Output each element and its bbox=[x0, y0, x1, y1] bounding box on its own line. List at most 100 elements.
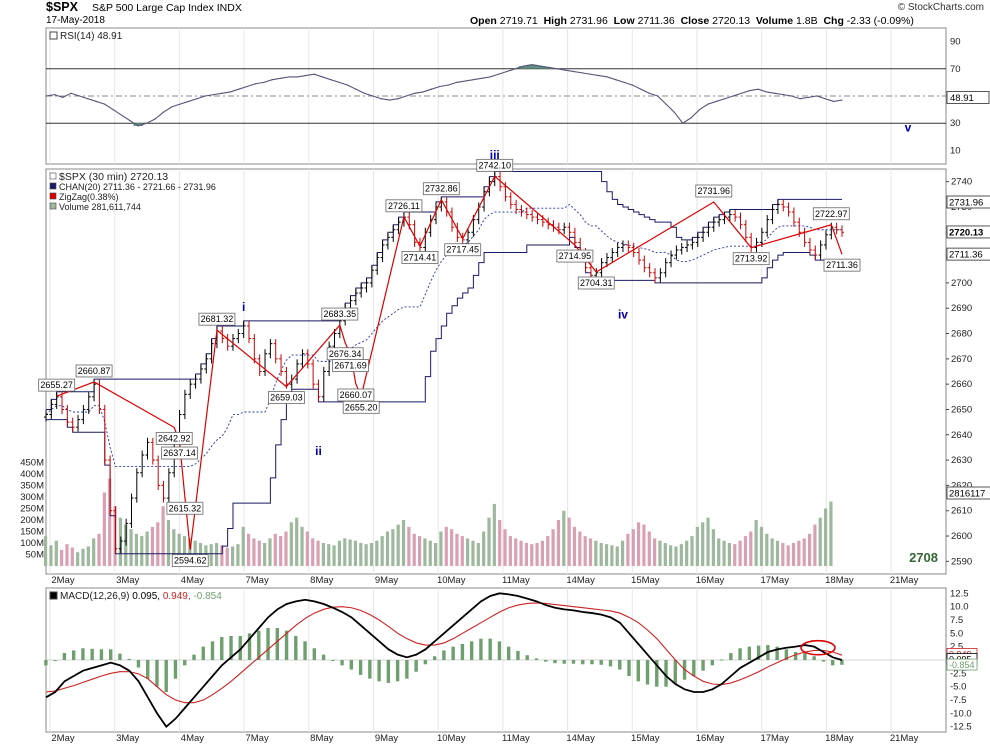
volume-bar bbox=[316, 540, 320, 566]
x-tick-label: 2May bbox=[51, 575, 74, 586]
macd-histogram-bar bbox=[451, 646, 455, 660]
macd-histogram-bar bbox=[164, 660, 168, 692]
price-label: 2731.96 bbox=[698, 186, 731, 196]
macd-y-tick-label: 2.5 bbox=[950, 642, 963, 653]
volume-bar bbox=[524, 543, 529, 566]
macd-histogram-bar bbox=[756, 645, 761, 660]
rsi-point bbox=[397, 98, 399, 100]
volume-bar bbox=[353, 540, 358, 566]
volume-bar bbox=[321, 543, 325, 566]
macd-histogram-bar bbox=[183, 660, 187, 666]
volume-bar bbox=[604, 544, 609, 566]
macd-histogram-bar bbox=[784, 649, 789, 660]
volume-bar bbox=[263, 543, 267, 566]
volume-bar bbox=[546, 536, 550, 566]
rsi-point bbox=[263, 81, 265, 83]
macd-histogram-bar bbox=[62, 653, 67, 660]
volume-bar bbox=[423, 538, 427, 566]
volume-bar bbox=[647, 531, 651, 566]
volume-y-tick-label: 450M bbox=[20, 458, 44, 469]
price-value-badge: 2731.96 bbox=[949, 198, 983, 209]
volume-bar bbox=[482, 531, 486, 566]
macd-histogram-bar bbox=[423, 660, 428, 665]
volume-bar bbox=[813, 524, 817, 566]
volume-bar bbox=[770, 538, 774, 566]
macd-histogram-bar bbox=[395, 660, 400, 682]
macd-histogram-bar bbox=[562, 660, 566, 664]
macd-histogram-bar bbox=[497, 641, 502, 660]
rsi-legend-icon bbox=[49, 31, 58, 40]
volume-bar bbox=[145, 531, 149, 566]
rsi-point bbox=[548, 66, 550, 69]
volume-bar bbox=[695, 526, 699, 566]
volume-bar bbox=[476, 543, 480, 566]
volume-bar bbox=[786, 545, 790, 566]
rsi-point bbox=[280, 77, 282, 79]
macd-y-tick-label: 10.0 bbox=[950, 602, 969, 613]
macd-histogram-bar bbox=[571, 660, 576, 664]
rsi-point bbox=[749, 89, 751, 92]
volume-bar bbox=[327, 544, 331, 566]
x-tick-label: 14May bbox=[566, 733, 595, 744]
macd-histogram-bar bbox=[655, 660, 659, 687]
volume-bar bbox=[225, 547, 229, 566]
volume-bar bbox=[417, 536, 422, 566]
volume-bar bbox=[727, 543, 732, 566]
rsi-point bbox=[70, 92, 72, 94]
price-label-box bbox=[422, 182, 460, 196]
rsi-point bbox=[623, 81, 625, 83]
price-label: 2722.97 bbox=[815, 209, 848, 219]
rsi-point bbox=[347, 84, 349, 86]
rsi-point bbox=[782, 94, 784, 96]
rsi-point bbox=[422, 91, 424, 93]
rsi-point bbox=[581, 72, 583, 74]
rsi-point bbox=[757, 88, 759, 90]
volume-bar bbox=[385, 531, 390, 566]
price-value-badge-box bbox=[946, 195, 990, 209]
rsi-point bbox=[380, 98, 382, 100]
volume-y-tick-label: 200M bbox=[20, 515, 44, 526]
rsi-point bbox=[816, 95, 818, 97]
volume-bar bbox=[530, 544, 534, 566]
price-label: 2714.41 bbox=[404, 252, 437, 262]
rsi-point bbox=[606, 76, 608, 78]
price-label-box bbox=[268, 391, 305, 405]
volume-bar bbox=[765, 533, 769, 566]
rsi-point bbox=[355, 88, 357, 90]
rsi-point bbox=[774, 92, 776, 94]
rsi-point bbox=[171, 106, 173, 108]
x-tick-label: 7May bbox=[245, 575, 268, 586]
volume-bar bbox=[487, 517, 491, 566]
macd-histogram-bar bbox=[645, 660, 650, 685]
price-label-box bbox=[75, 364, 113, 378]
rsi-point bbox=[648, 92, 650, 94]
wave-label-iv: iv bbox=[618, 307, 628, 321]
rsi-point bbox=[53, 94, 55, 96]
price-y-tick-label: 2740 bbox=[951, 177, 972, 188]
x-tick-label: 11May bbox=[502, 575, 530, 586]
exchange-name: INDX bbox=[216, 2, 242, 14]
close-label: Close bbox=[680, 15, 710, 27]
rsi-point bbox=[137, 125, 139, 127]
volume-bar bbox=[182, 536, 187, 566]
rsi-point bbox=[799, 98, 801, 100]
chg-value: -2.33 (-0.09%) bbox=[846, 15, 914, 27]
macd-histogram-bar bbox=[608, 660, 613, 667]
volume-bar bbox=[738, 540, 742, 566]
high-label: High bbox=[543, 15, 567, 27]
price-y-tick-label: 2670 bbox=[951, 354, 972, 365]
low-value: 2711.36 bbox=[637, 15, 675, 27]
volume-bar bbox=[220, 545, 224, 566]
macd-histogram-bar bbox=[830, 660, 835, 666]
rsi-point bbox=[673, 111, 676, 113]
macd-legend-part: 0.949, bbox=[163, 591, 194, 602]
rsi-line bbox=[45, 64, 843, 127]
open-value: 2719.71 bbox=[499, 15, 538, 27]
macd-histogram-bar bbox=[525, 655, 529, 660]
security-name: S&P 500 Large Cap Index bbox=[92, 2, 214, 14]
rsi-point bbox=[129, 119, 131, 122]
macd-histogram-bar bbox=[432, 656, 437, 660]
volume-bar bbox=[60, 549, 64, 566]
volume-bar bbox=[177, 533, 181, 566]
